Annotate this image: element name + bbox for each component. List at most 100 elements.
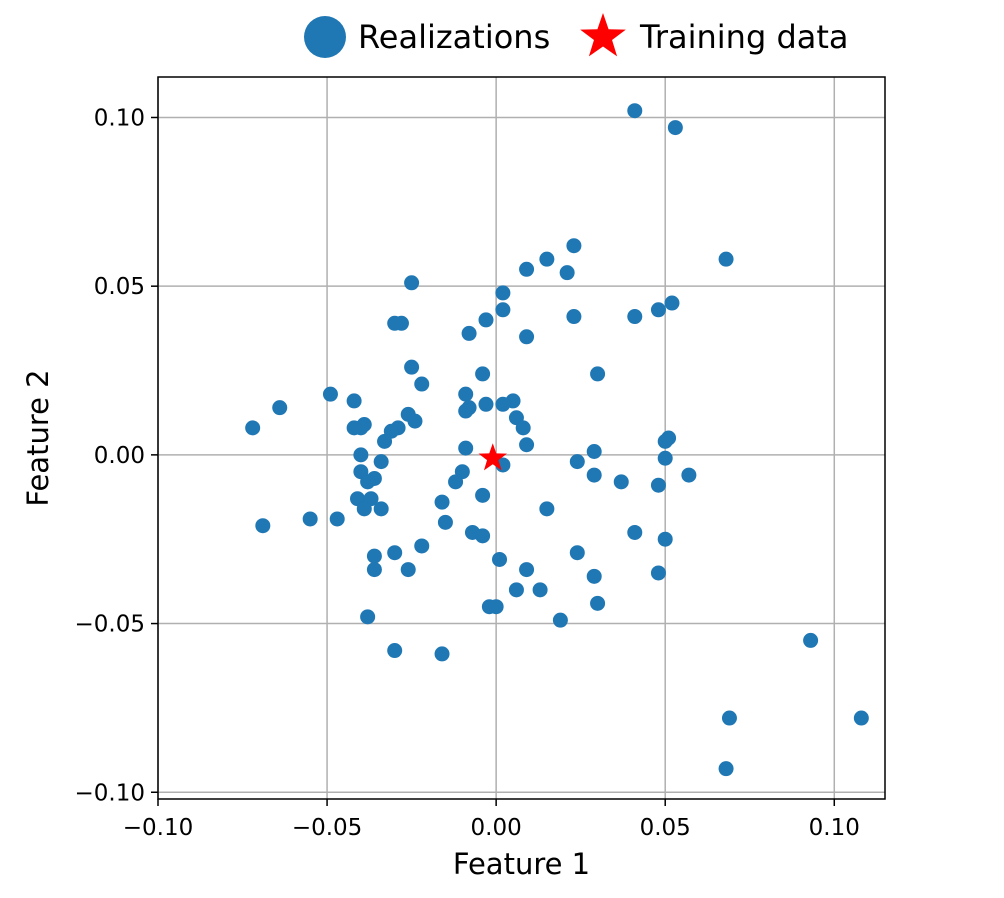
realization-point [519,562,535,578]
realization-point [360,474,376,490]
realization-point [387,315,403,331]
realization-point [245,420,261,436]
realization-point [353,447,369,463]
legend-label-training-data: Training data [639,18,849,56]
x-tick-label: 0.05 [640,815,691,841]
realization-point [302,511,318,527]
realization-point [458,403,474,419]
realization-point [559,265,575,281]
realization-point [718,251,734,267]
realization-point [434,494,450,510]
x-tick-label: −0.10 [123,815,193,841]
realization-point [495,396,511,412]
realization-point [627,309,643,325]
x-axis-ticks: −0.10 −0.05 0.00 0.05 0.10 [123,799,860,841]
realization-point [400,562,416,578]
realization-point [272,400,288,416]
data-points [245,103,869,777]
realization-point [495,302,511,318]
realization-point [475,366,491,382]
legend-label-realizations: Realizations [358,18,550,56]
y-tick-label: 0.05 [94,274,145,300]
realization-point [366,548,382,564]
realization-point [681,467,697,483]
realization-point [650,302,666,318]
realization-point [488,599,504,615]
realization-point [590,595,606,611]
realization-point [377,433,393,449]
realization-point [508,582,524,598]
realization-point [458,440,474,456]
x-tick-label: 0.00 [471,815,522,841]
realization-point [650,477,666,493]
realization-point [458,386,474,402]
y-tick-label: −0.05 [75,612,145,638]
realization-point [448,474,464,490]
y-tick-label: 0.00 [94,443,145,469]
realization-point [495,457,511,473]
realization-point [586,443,602,459]
realization-point [322,386,338,402]
realization-point [475,528,491,544]
realization-point [255,518,271,534]
realization-point [803,632,819,648]
realization-point [569,545,585,561]
realization-point [519,329,535,345]
realization-point [414,376,430,392]
realization-point [586,467,602,483]
legend: Realizations Training data [304,13,849,58]
realization-point [552,612,568,628]
realization-point [356,501,372,517]
realization-point [566,309,582,325]
y-tick-label: −0.10 [75,780,145,806]
realization-point [478,396,494,412]
realization-point [329,511,345,527]
realization-point [627,103,643,119]
realization-point [657,433,673,449]
realization-point [519,437,535,453]
realization-point [539,501,555,517]
realization-point [478,312,494,328]
realization-point [667,120,683,136]
realization-point [366,562,382,578]
legend-marker-training-data [580,13,626,57]
realization-point [492,551,508,567]
x-axis-label: Feature 1 [453,847,590,881]
realization-point [495,285,511,301]
realization-point [387,545,403,561]
realization-point [657,531,673,547]
realization-point [657,450,673,466]
y-tick-label: 0.10 [94,105,145,131]
realization-point [407,413,423,429]
realization-point [721,710,737,726]
realization-point [373,501,389,517]
x-tick-label: −0.05 [292,815,362,841]
realization-point [437,514,453,530]
realization-point [414,538,430,554]
y-axis-ticks: −0.10 −0.05 0.00 0.05 0.10 [75,105,158,806]
realization-point [346,420,362,436]
realization-point [586,568,602,584]
gridlines [157,77,885,799]
realization-point [613,474,629,490]
realization-point [475,487,491,503]
realization-point [664,295,680,311]
realization-point [404,359,420,375]
training-data-point [478,443,508,471]
realization-point [569,454,585,470]
legend-marker-realizations [304,16,346,58]
realization-point [404,275,420,291]
x-tick-label: 0.10 [809,815,860,841]
realization-point [539,251,555,267]
realization-point [461,325,477,341]
realization-point [519,261,535,277]
realization-point [566,238,582,254]
realization-point [718,761,734,777]
realization-point [360,609,376,625]
realization-point [346,393,362,409]
realization-point [590,366,606,382]
realization-point [434,646,450,662]
realization-point [373,454,389,470]
realization-point [515,420,531,436]
